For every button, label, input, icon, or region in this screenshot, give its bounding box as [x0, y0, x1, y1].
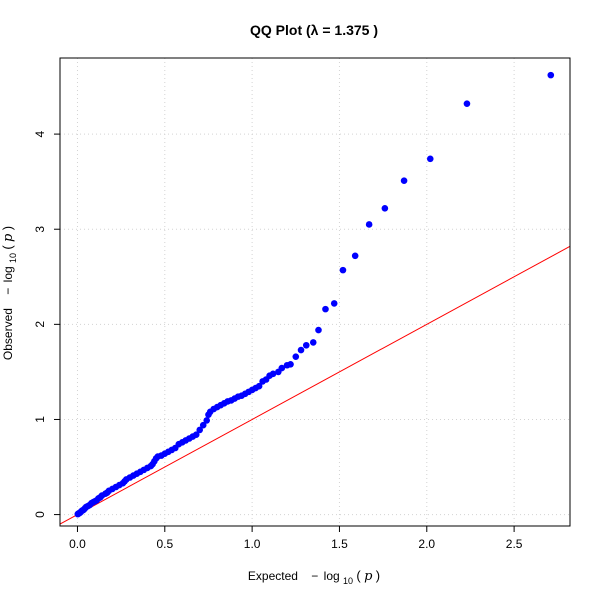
- y-axis: 0 1 2 3 4: [33, 130, 61, 518]
- y-axis-label-var: p: [1, 233, 16, 242]
- x-tick-label: 1.0: [244, 537, 261, 551]
- y-axis-label: Observed − log 10 ( p ): [0, 226, 19, 360]
- data-point: [74, 510, 82, 518]
- x-tick-label: 2.5: [506, 537, 523, 551]
- x-tick-label: 2.0: [418, 537, 435, 551]
- y-tick-label: 0: [33, 511, 47, 518]
- data-point: [259, 378, 266, 385]
- y-tick-label: 2: [33, 321, 47, 328]
- data-point: [365, 221, 373, 228]
- data-point: [315, 326, 322, 334]
- reference-line: [59, 245, 571, 525]
- data-point: [302, 341, 310, 349]
- x-axis-label-minus: −: [311, 569, 318, 583]
- x-axis-label-base: 10: [343, 576, 353, 586]
- x-axis-label-prefix: Expected: [248, 569, 298, 583]
- y-axis-label-base: 10: [8, 253, 18, 263]
- chart-title: QQ Plot (λ = 1.375 ): [250, 22, 378, 38]
- data-point: [339, 266, 347, 274]
- data-point: [547, 71, 555, 79]
- data-point: [322, 305, 329, 313]
- y-axis-label-prefix: Observed: [1, 308, 15, 360]
- y-axis-label-close: ): [0, 226, 15, 230]
- data-point: [309, 339, 317, 346]
- data-point: [203, 417, 211, 424]
- data-point: [381, 204, 389, 212]
- y-axis-label-open: (: [0, 245, 15, 250]
- y-tick-label: 3: [33, 226, 47, 233]
- data-point: [330, 300, 338, 307]
- data-point: [292, 353, 300, 360]
- x-tick-label: 1.5: [331, 537, 348, 551]
- data-point: [196, 426, 204, 434]
- x-axis-label-var: p: [364, 569, 373, 584]
- y-tick-label: 1: [33, 416, 47, 423]
- data-point: [199, 421, 207, 429]
- x-axis-label-open: (: [356, 568, 361, 583]
- data-points: [74, 71, 555, 518]
- x-axis: 0.0 0.5 1.0 1.5 2.0 2.5: [69, 525, 523, 551]
- x-tick-label: 0.0: [69, 537, 86, 551]
- x-axis-label: Expected − log 10 ( p ): [248, 568, 380, 587]
- data-point: [400, 177, 408, 185]
- data-point: [426, 155, 434, 163]
- data-point: [283, 361, 291, 369]
- x-axis-label-close: ): [376, 568, 380, 583]
- x-tick-label: 0.5: [156, 537, 173, 551]
- data-point: [463, 100, 471, 107]
- data-point: [351, 252, 359, 260]
- data-point: [297, 346, 305, 354]
- plot-frame: [59, 57, 571, 527]
- grid-lines: [60, 58, 570, 526]
- y-axis-label-log: log: [1, 266, 15, 282]
- data-point: [275, 368, 282, 376]
- data-point: [205, 411, 212, 419]
- x-axis-label-log: log: [324, 569, 340, 583]
- y-axis-label-minus: −: [1, 288, 15, 295]
- y-tick-label: 4: [33, 130, 47, 137]
